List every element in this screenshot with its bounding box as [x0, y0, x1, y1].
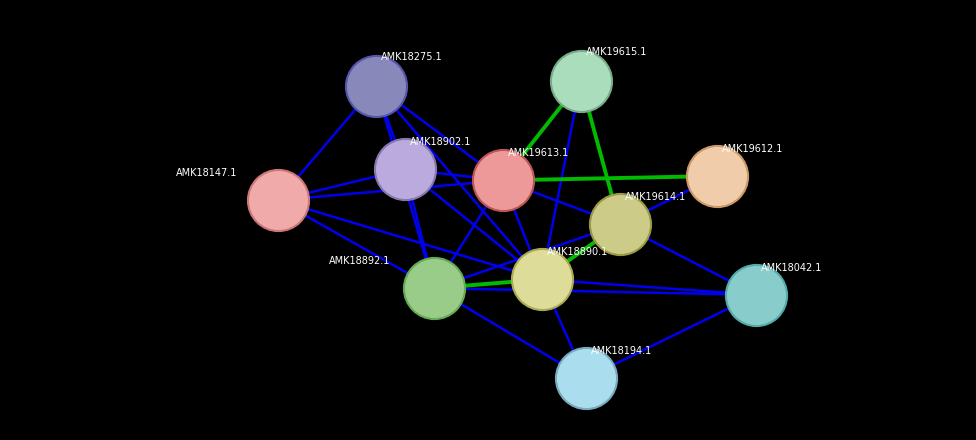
- Point: [749, 291, 764, 298]
- Point: [534, 276, 549, 283]
- Point: [573, 78, 589, 85]
- Text: AMK19613.1: AMK19613.1: [508, 148, 569, 158]
- Text: AMK18892.1: AMK18892.1: [329, 256, 390, 266]
- Point: [368, 82, 384, 89]
- Text: AMK19615.1: AMK19615.1: [586, 47, 647, 57]
- Point: [495, 177, 510, 184]
- Text: AMK18902.1: AMK18902.1: [410, 137, 471, 147]
- Point: [578, 375, 593, 382]
- Text: AMK18275.1: AMK18275.1: [381, 51, 442, 62]
- Point: [612, 221, 628, 228]
- Point: [427, 285, 442, 292]
- Point: [270, 197, 286, 204]
- Point: [397, 166, 413, 173]
- Text: AMK19614.1: AMK19614.1: [625, 192, 686, 202]
- Text: AMK18042.1: AMK18042.1: [761, 263, 823, 273]
- Point: [710, 172, 725, 180]
- Text: AMK18890.1: AMK18890.1: [547, 247, 608, 257]
- Text: AMK19612.1: AMK19612.1: [722, 144, 784, 154]
- Text: AMK18194.1: AMK18194.1: [590, 346, 652, 356]
- Text: AMK18147.1: AMK18147.1: [176, 168, 237, 178]
